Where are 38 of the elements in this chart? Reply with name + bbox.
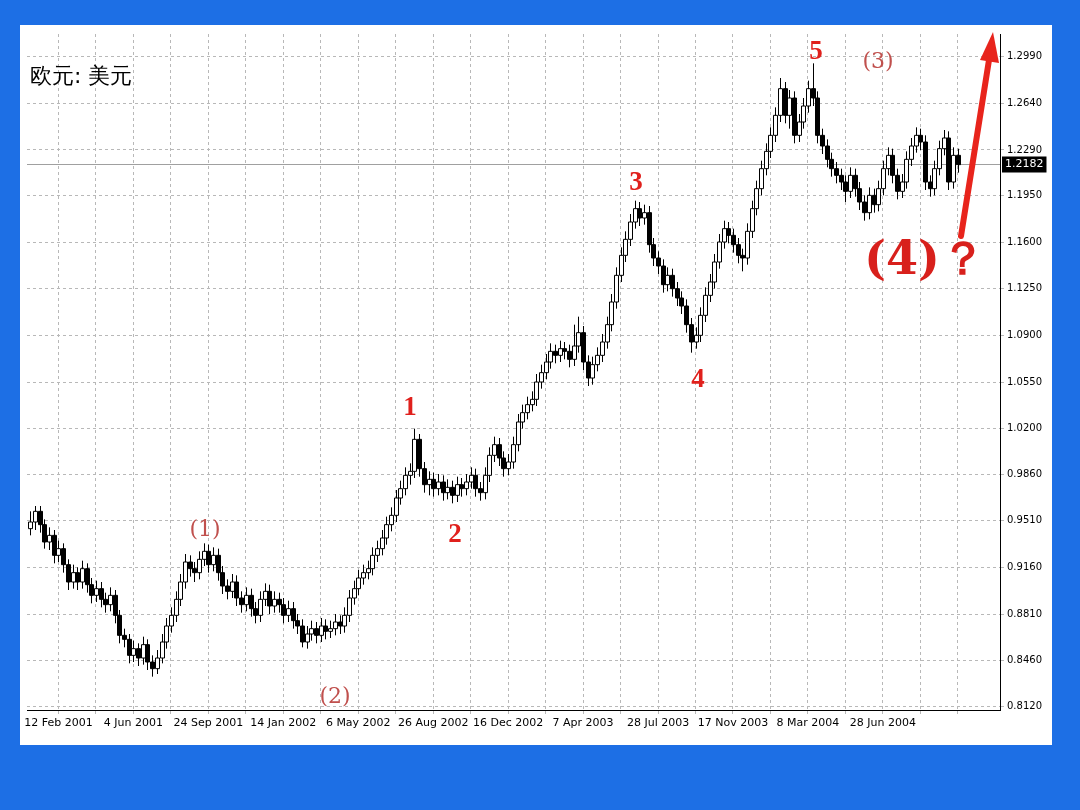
x-tick-label: 4 Jun 2001 xyxy=(103,716,163,730)
annotation: (3) xyxy=(862,47,894,73)
annotation: 2 xyxy=(448,517,462,548)
annotation: (1) xyxy=(189,515,221,541)
y-tick-label: 1.2290 xyxy=(1007,143,1042,155)
y-tick-label: 1.1950 xyxy=(1007,188,1042,200)
x-tick-label: 14 Jan 2002 xyxy=(250,716,317,730)
text: 欧元: 美元 xyxy=(30,62,133,88)
y-tick-label: 0.9160 xyxy=(1007,560,1042,572)
y-tick-label: 0.9860 xyxy=(1007,467,1042,479)
x-tick-label: 28 Jul 2003 xyxy=(626,716,690,730)
x-tick-label: 16 Dec 2002 xyxy=(473,716,544,730)
y-tick-label: 1.1250 xyxy=(1007,282,1042,294)
x-tick-label: 28 Jun 2004 xyxy=(849,716,916,730)
y-tick-label: 0.8460 xyxy=(1007,654,1042,666)
x-tick-label: 26 Aug 2002 xyxy=(397,716,469,730)
y-tick-label: 1.0200 xyxy=(1007,422,1042,434)
y-tick-label: 0.9510 xyxy=(1007,514,1042,526)
y-tick-label: 1.2990 xyxy=(1007,50,1042,62)
annotation: 5 xyxy=(809,34,823,65)
x-tick-label: 8 Mar 2004 xyxy=(776,716,840,730)
y-tick-label: 1.1600 xyxy=(1007,235,1042,247)
y-tick-label: 1.2640 xyxy=(1007,96,1042,108)
annotation: 1 xyxy=(403,390,417,421)
annotation: (4)？ xyxy=(864,230,986,285)
annotation: 4 xyxy=(691,362,705,393)
x-tick-label: 17 Nov 2003 xyxy=(697,716,769,730)
x-tick-label: 12 Feb 2001 xyxy=(24,716,93,730)
y-tick-label: 1.0900 xyxy=(1007,328,1042,340)
y-tick-label: 0.8120 xyxy=(1007,699,1042,711)
y-tick-label: 0.8810 xyxy=(1007,607,1042,619)
annotation: 3 xyxy=(629,165,643,196)
y-tick-label: 1.0550 xyxy=(1007,375,1042,387)
x-tick-label: 7 Apr 2003 xyxy=(552,716,614,730)
annotation: (2) xyxy=(319,682,351,708)
ref-line-label: 1.2182 xyxy=(1005,157,1044,171)
x-tick-label: 6 May 2002 xyxy=(325,716,391,730)
x-tick-label: 24 Sep 2001 xyxy=(173,716,244,730)
